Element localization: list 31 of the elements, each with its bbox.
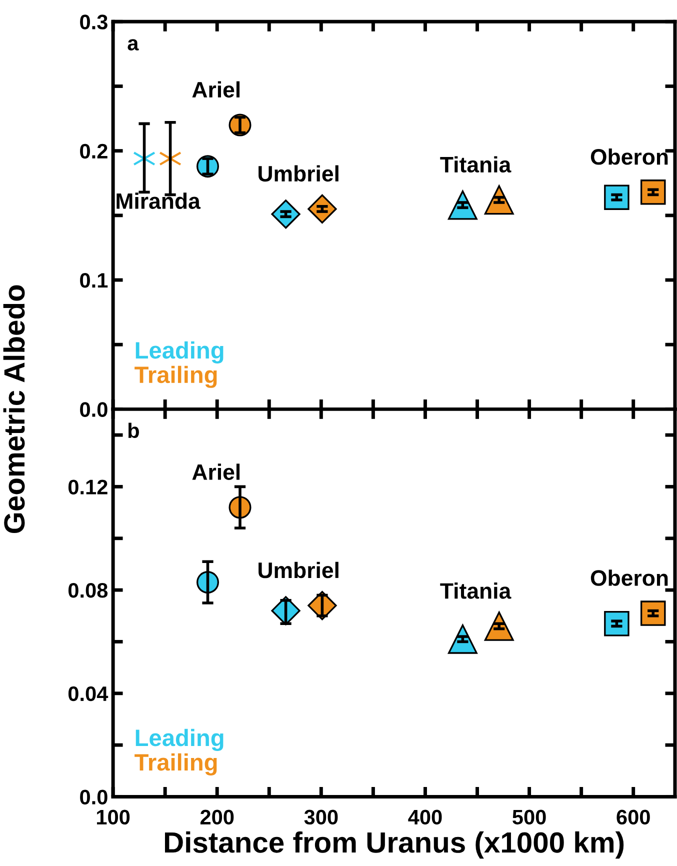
x-tick-label: 500 (512, 810, 546, 825)
text: Trailing (134, 366, 217, 388)
x-tick-label: 600 (616, 810, 650, 825)
y-axis-title: Geometric Albedo (3, 285, 25, 534)
x-tick-label: 400 (408, 810, 442, 825)
text: Leading (136, 728, 224, 751)
y-tick-label: 0.12 (68, 480, 108, 494)
annotation: Oberon (590, 570, 668, 586)
y-tick-label: 0.1 (80, 273, 108, 288)
y-tick-label: 0.04 (68, 686, 108, 702)
y-tick-label: 0.2 (80, 144, 108, 159)
annotation: Umbriel (258, 165, 338, 182)
annotation: Miranda (116, 192, 201, 209)
text: Leading (136, 341, 224, 364)
annotation: Titania (440, 582, 512, 599)
x-tick-label: 100 (96, 810, 130, 825)
x-tick-label: 200 (200, 810, 234, 825)
y-tick-label: 0.0 (80, 790, 108, 804)
annotation: Ariel (192, 464, 240, 480)
text: Trailing (134, 753, 217, 776)
x-axis-title: Distance from Uranus (x1000 km) (164, 831, 624, 859)
annotation: Titania (440, 156, 512, 173)
annotation: Oberon (590, 148, 668, 165)
annotation: b (128, 422, 139, 438)
annotation: Ariel (192, 81, 240, 98)
annotation: Umbriel (258, 562, 338, 578)
y-tick-label: 0.3 (80, 14, 108, 30)
y-tick-label: 0.0 (80, 402, 108, 417)
x-tick-label: 300 (304, 810, 338, 825)
annotation: a (128, 39, 139, 51)
y-tick-label: 0.08 (68, 583, 108, 598)
